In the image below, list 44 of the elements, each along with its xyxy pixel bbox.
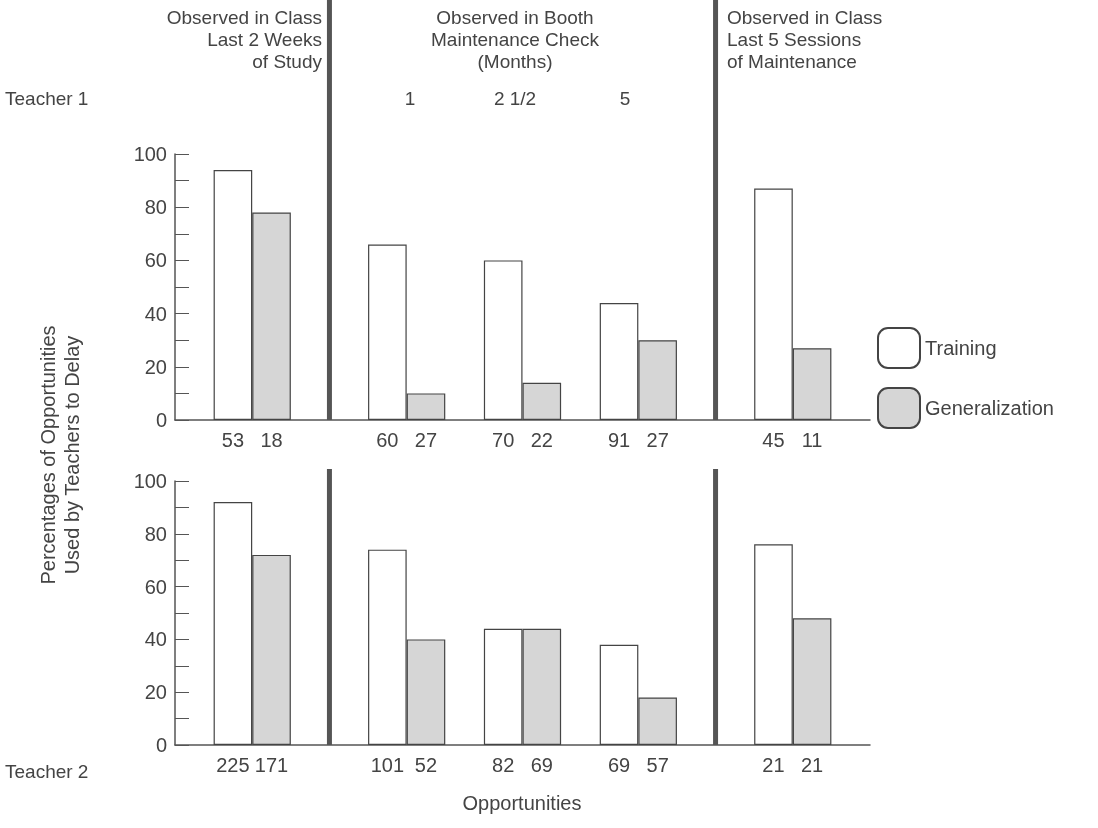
text: Observed in Booth Maintenance Check (Months) xyxy=(431,6,600,72)
x-tick-label: 27 xyxy=(646,429,669,451)
y-tick-label: 80 xyxy=(144,522,167,545)
x-tick-label: 225 xyxy=(216,754,250,776)
y-tick-label: 40 xyxy=(144,302,167,325)
x-tick-label: 60 xyxy=(376,429,399,451)
x-tick-label: 171 xyxy=(254,754,289,776)
x-axis-title: Opportunities xyxy=(462,792,582,814)
x-tick-label: 69 xyxy=(607,754,631,776)
legend-label: Generalization xyxy=(925,397,1054,419)
x-tick-label: 22 xyxy=(530,429,553,451)
text: 5 xyxy=(619,87,631,109)
y-tick-label: 80 xyxy=(144,196,167,219)
text: Observed in Class Last 5 Sessions of Maintenance xyxy=(727,6,883,72)
y-tick-label: 60 xyxy=(144,575,167,598)
y-axis-title: Percentages of Opportunities Used by Teachers to Delay xyxy=(36,325,84,585)
x-tick-label: 69 xyxy=(530,754,553,776)
y-tick-label: 0 xyxy=(155,409,167,431)
y-tick-label: 0 xyxy=(155,734,167,756)
x-tick-label: 11 xyxy=(801,429,823,451)
x-tick-label: 27 xyxy=(414,429,438,451)
x-tick-label: 52 xyxy=(414,754,438,776)
x-tick-label: 45 xyxy=(762,429,785,451)
x-tick-label: 21 xyxy=(762,754,785,776)
text: 1 xyxy=(404,87,416,109)
x-tick-label: 82 xyxy=(492,754,515,776)
y-tick-label: 100 xyxy=(133,143,167,165)
text: 2 1/2 xyxy=(493,87,537,109)
text: Teacher 1 xyxy=(5,87,89,109)
x-tick-label: 91 xyxy=(607,429,631,451)
x-tick-label: 18 xyxy=(260,429,283,451)
text: Observed in Class Last 2 Weeks of Study xyxy=(166,6,323,72)
x-tick-label: 57 xyxy=(646,754,669,776)
text: Teacher 2 xyxy=(5,760,89,782)
y-tick-label: 20 xyxy=(144,355,167,378)
x-tick-label: 21 xyxy=(800,754,824,776)
y-tick-label: 60 xyxy=(144,249,167,272)
y-tick-label: 20 xyxy=(144,681,167,704)
x-tick-label: 101 xyxy=(370,754,405,776)
y-tick-label: 100 xyxy=(133,470,167,492)
x-tick-label: 53 xyxy=(221,429,245,451)
x-tick-label: 70 xyxy=(492,429,515,451)
y-tick-label: 40 xyxy=(144,628,167,651)
legend-label: Training xyxy=(925,337,997,359)
